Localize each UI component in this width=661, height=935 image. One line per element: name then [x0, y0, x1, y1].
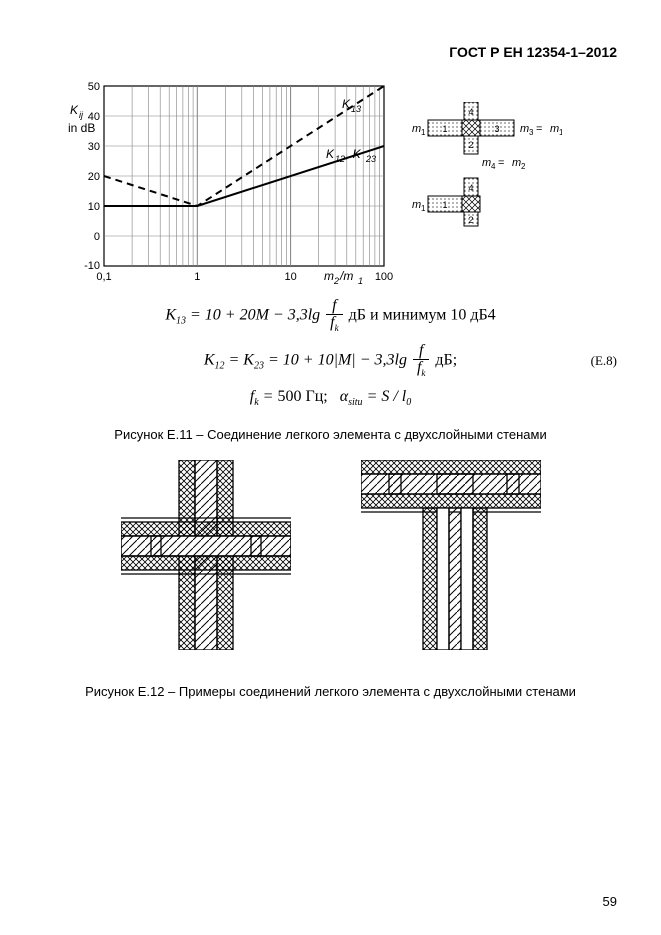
svg-text:3: 3 [529, 128, 534, 137]
svg-text:12: 12 [335, 154, 345, 164]
svg-text:4: 4 [491, 162, 496, 171]
svg-text:=: = [536, 123, 542, 135]
svg-text:10: 10 [284, 271, 296, 283]
svg-text:20: 20 [88, 171, 100, 183]
svg-text:1: 1 [442, 124, 447, 134]
svg-text:10: 10 [88, 201, 100, 213]
label-k13: K [342, 97, 351, 111]
equation-fk: fk = 500 Гц; αsitu = S / l0 [44, 388, 617, 408]
svg-text:in dB: in dB [68, 121, 95, 135]
figure-e12 [44, 460, 617, 650]
figure-e11-area: 504030 20100 -10 0,11 10100 Kij in dB m2… [44, 76, 617, 288]
svg-text:/m: /m [339, 269, 353, 283]
svg-text:m: m [412, 123, 421, 135]
svg-text:1: 1 [442, 200, 447, 210]
caption-e11: Рисунок Е.11 – Соединение легкого элемен… [44, 427, 617, 442]
joint-tee [361, 460, 541, 650]
svg-text:1: 1 [421, 204, 426, 213]
svg-text:23: 23 [365, 154, 376, 164]
doc-header: ГОСТ Р ЕН 12354-1–2012 [449, 44, 617, 60]
svg-text:1: 1 [358, 276, 363, 286]
svg-text:1: 1 [559, 128, 562, 137]
svg-text:m: m [324, 269, 334, 283]
svg-text:1: 1 [421, 128, 426, 137]
svg-text:30: 30 [88, 141, 100, 153]
svg-text:m: m [512, 157, 521, 169]
svg-text:, K: , K [346, 147, 362, 161]
svg-text:m: m [412, 199, 421, 211]
svg-text:4: 4 [468, 183, 473, 193]
svg-text:13: 13 [351, 104, 361, 114]
svg-text:m: m [520, 123, 529, 135]
svg-text:2: 2 [468, 215, 473, 225]
joint-cross [121, 460, 291, 650]
svg-text:50: 50 [88, 81, 100, 93]
svg-text:m: m [482, 157, 491, 169]
caption-e12: Рисунок Е.12 – Примеры соединений легког… [44, 684, 617, 699]
label-k12-k23: K [326, 147, 335, 161]
svg-text:ij: ij [79, 110, 84, 120]
svg-text:2: 2 [333, 276, 339, 286]
svg-text:2: 2 [521, 162, 526, 171]
svg-text:100: 100 [375, 271, 393, 283]
svg-text:1: 1 [194, 271, 200, 283]
svg-text:2: 2 [468, 140, 473, 150]
kij-chart: 504030 20100 -10 0,11 10100 Kij in dB m2… [64, 76, 394, 288]
svg-text:=: = [498, 157, 504, 169]
svg-text:4: 4 [468, 107, 473, 117]
svg-text:m: m [550, 123, 559, 135]
svg-text:0: 0 [94, 231, 100, 243]
svg-text:0,1: 0,1 [96, 271, 111, 283]
page-number: 59 [603, 894, 617, 909]
eqno-e8: (Е.8) [591, 353, 617, 369]
junction-schematic: 4 2 1 3 m1 m3 = m1 m4 = m2 4 [412, 102, 562, 228]
equation-k13: K13 = 10 + 20M − 3,3lg ffk дБ и минимум … [44, 298, 617, 333]
svg-text:3: 3 [494, 124, 499, 134]
svg-text:K: K [70, 103, 79, 117]
equation-k12: K12 = K23 = 10 + 10|M| − 3,3lg ffk дБ; (… [44, 343, 617, 378]
